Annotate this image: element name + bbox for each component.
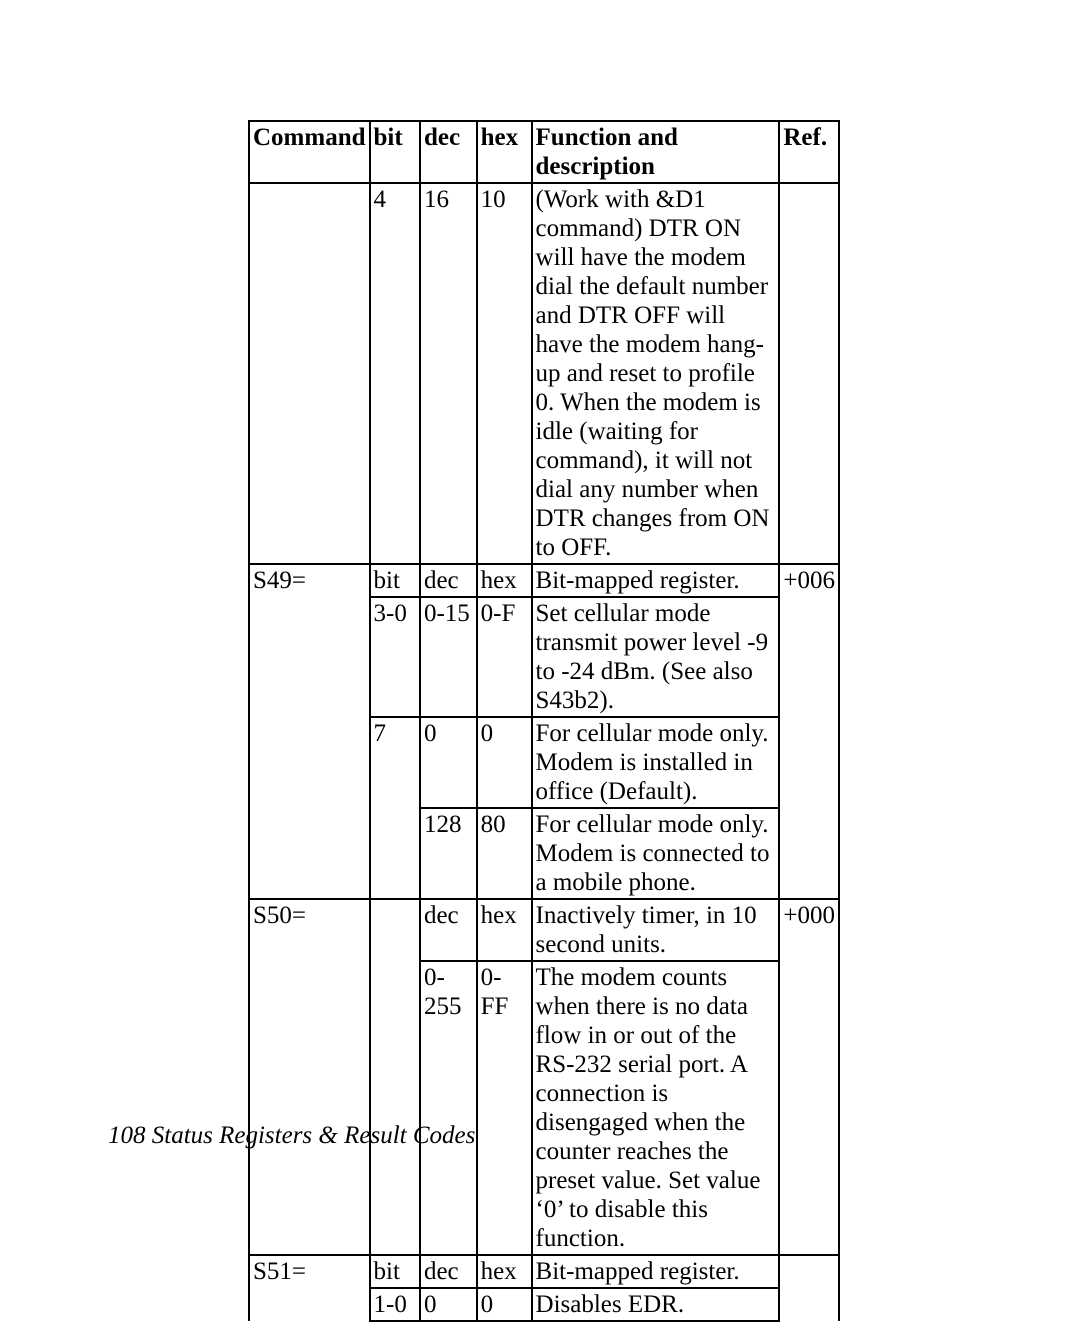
- table-row: S50= dec hex Inactively timer, in 10 sec…: [249, 899, 839, 961]
- cell-bit: 1-0: [370, 1288, 420, 1321]
- cell-hex: 10: [477, 183, 532, 564]
- cell-bit: bit: [370, 1255, 420, 1288]
- cell-ref: [779, 1255, 839, 1288]
- col-header-ref: Ref.: [779, 121, 839, 183]
- cell-hex: hex: [477, 899, 532, 961]
- cell-hex: hex: [477, 564, 532, 597]
- col-header-bit: bit: [370, 121, 420, 183]
- cell-hex: hex: [477, 1255, 532, 1288]
- col-header-dec: dec: [420, 121, 477, 183]
- cell-ref: [779, 183, 839, 564]
- cell-dec: dec: [420, 899, 477, 961]
- cell-command: S49=: [249, 564, 370, 597]
- cell-hex: 0-F: [477, 597, 532, 717]
- table-row: 7 0 0 For cellular mode only. Modem is i…: [249, 717, 839, 808]
- cell-hex: 0-FF: [477, 961, 532, 1255]
- cell-func: For cellular mode only. Modem is install…: [532, 717, 780, 808]
- cell-dec: dec: [420, 1255, 477, 1288]
- cell-dec: 0: [420, 717, 477, 808]
- cell-command: S50=: [249, 899, 370, 961]
- table-row: 1-0 0 0 Disables EDR.: [249, 1288, 839, 1321]
- cell-bit: [370, 899, 420, 961]
- table-row: 3-0 0-15 0-F Set cellular mode transmit …: [249, 597, 839, 717]
- cell-bit: 3-0: [370, 597, 420, 717]
- cell-dec: 0-15: [420, 597, 477, 717]
- cell-dec: 0-255: [420, 961, 477, 1255]
- cell-bit: [370, 808, 420, 899]
- col-header-func: Function and description: [532, 121, 780, 183]
- cell-bit: [370, 961, 420, 1255]
- cell-hex: 0: [477, 717, 532, 808]
- cell-bit: 7: [370, 717, 420, 808]
- cell-command: [249, 961, 370, 1255]
- table-row: 4 16 10 (Work with &D1 command) DTR ON w…: [249, 183, 839, 564]
- col-header-command: Command: [249, 121, 370, 183]
- cell-ref: +006: [779, 564, 839, 597]
- cell-func: Inactively timer, in 10 second units.: [532, 899, 780, 961]
- cell-command: [249, 717, 370, 808]
- cell-command: [249, 597, 370, 717]
- cell-func: Bit-mapped register.: [532, 1255, 780, 1288]
- table-row: S49= bit dec hex Bit-mapped register. +0…: [249, 564, 839, 597]
- cell-ref: +000: [779, 899, 839, 961]
- cell-ref: [779, 1288, 839, 1321]
- page-footer: 108 Status Registers & Result Codes: [108, 1122, 475, 1150]
- cell-command: [249, 183, 370, 564]
- cell-dec: 0: [420, 1288, 477, 1321]
- cell-ref: [779, 717, 839, 808]
- cell-hex: 0: [477, 1288, 532, 1321]
- cell-dec: dec: [420, 564, 477, 597]
- cell-ref: [779, 808, 839, 899]
- cell-dec: 128: [420, 808, 477, 899]
- col-header-hex: hex: [477, 121, 532, 183]
- cell-command: [249, 1288, 370, 1321]
- cell-func: Set cellular mode transmit power level -…: [532, 597, 780, 717]
- cell-ref: [779, 961, 839, 1255]
- cell-func: The modem counts when there is no data f…: [532, 961, 780, 1255]
- cell-dec: 16: [420, 183, 477, 564]
- cell-bit: bit: [370, 564, 420, 597]
- table-row: 0-255 0-FF The modem counts when there i…: [249, 961, 839, 1255]
- cell-ref: [779, 597, 839, 717]
- cell-command: S51=: [249, 1255, 370, 1288]
- cell-hex: 80: [477, 808, 532, 899]
- table-row: S51= bit dec hex Bit-mapped register.: [249, 1255, 839, 1288]
- cell-func: (Work with &D1 command) DTR ON will have…: [532, 183, 780, 564]
- table-header-row: Command bit dec hex Function and descrip…: [249, 121, 839, 183]
- table-row: 128 80 For cellular mode only. Modem is …: [249, 808, 839, 899]
- cell-func: For cellular mode only. Modem is connect…: [532, 808, 780, 899]
- cell-bit: 4: [370, 183, 420, 564]
- cell-command: [249, 808, 370, 899]
- cell-func: Disables EDR.: [532, 1288, 780, 1321]
- cell-func: Bit-mapped register.: [532, 564, 780, 597]
